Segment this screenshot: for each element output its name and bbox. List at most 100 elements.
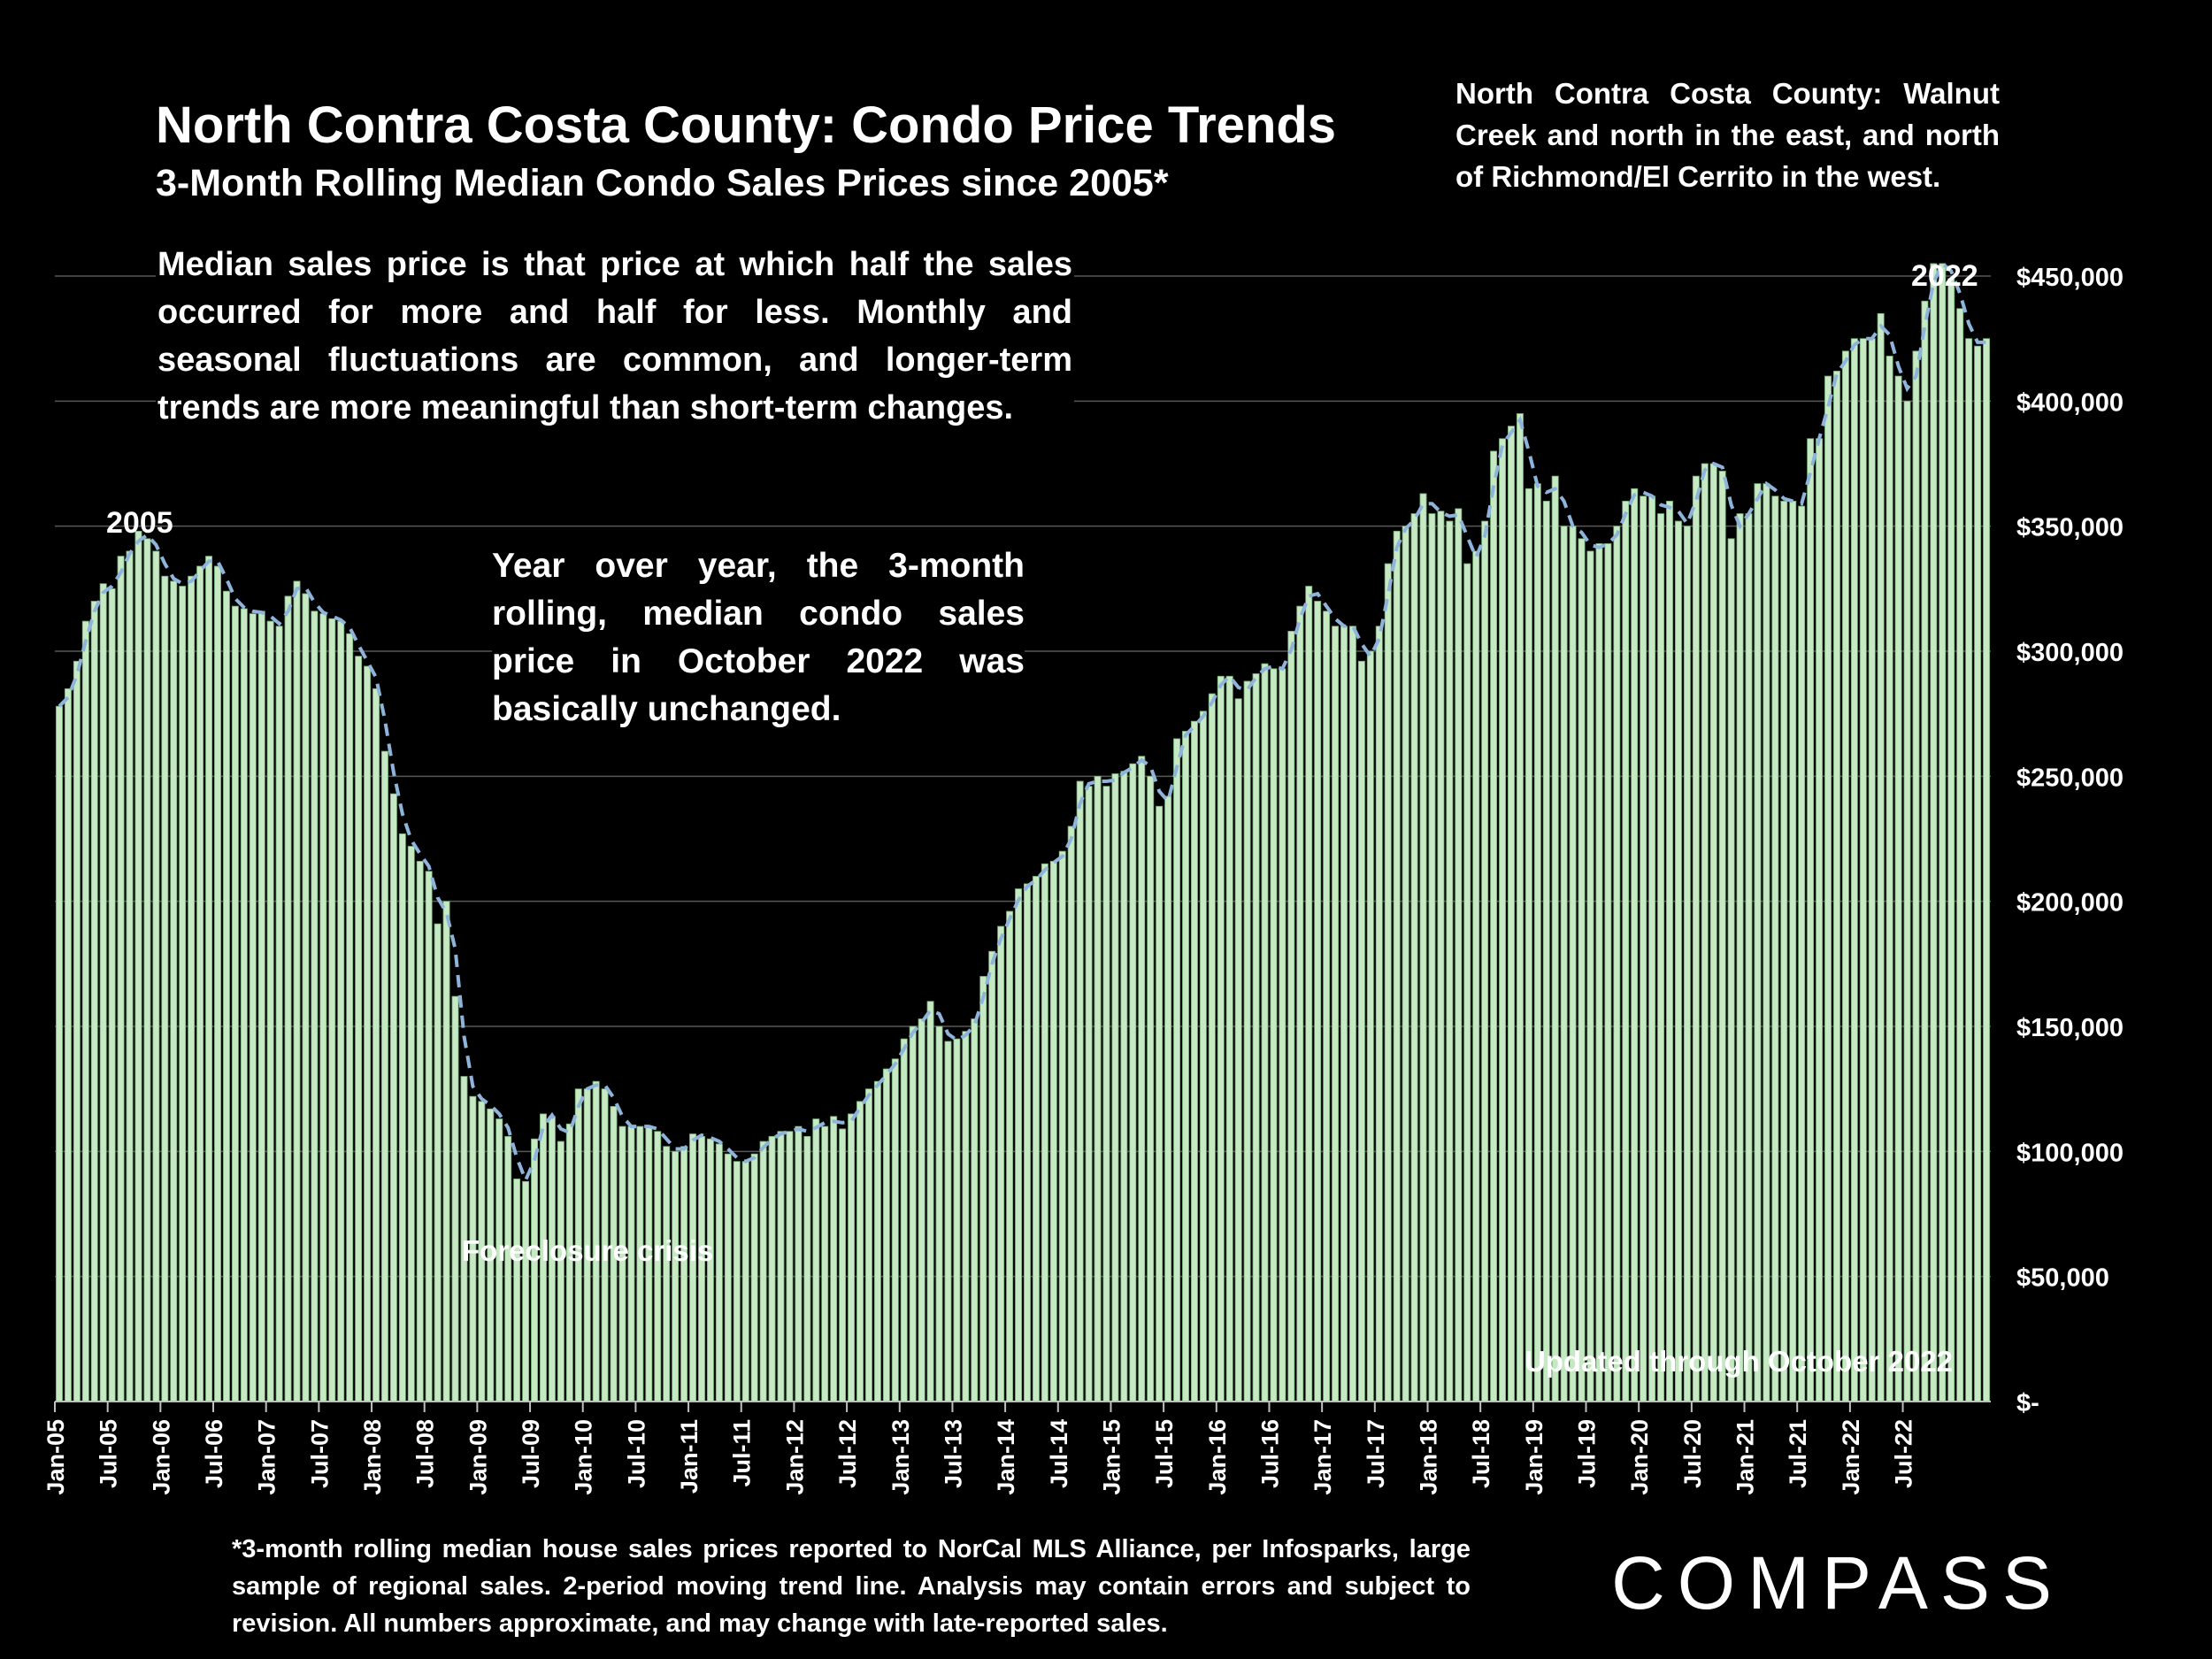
x-tick-label: Jan-14	[993, 1419, 1019, 1495]
bar	[99, 583, 107, 1402]
bar	[1279, 668, 1286, 1402]
bar	[389, 793, 397, 1402]
bar	[196, 565, 204, 1402]
bar	[1613, 526, 1621, 1402]
bar	[231, 605, 239, 1402]
bar	[1085, 786, 1093, 1402]
bar	[311, 611, 319, 1402]
bar	[513, 1179, 521, 1402]
bar	[355, 656, 363, 1402]
bar	[302, 593, 310, 1402]
bar	[909, 1025, 917, 1402]
bar	[425, 871, 433, 1402]
bar	[1648, 495, 1656, 1402]
x-tick-label: Jul-13	[940, 1419, 966, 1488]
bar	[1164, 795, 1172, 1402]
bar	[1261, 663, 1269, 1402]
bar	[1366, 650, 1374, 1402]
bar	[1692, 475, 1700, 1402]
bar	[1666, 501, 1673, 1402]
bar	[715, 1143, 723, 1402]
bar	[1983, 338, 1991, 1402]
bar	[1640, 495, 1647, 1402]
x-tick-label: Jul-06	[201, 1419, 227, 1488]
x-tick-label: Jul-09	[518, 1419, 544, 1488]
bar	[214, 565, 221, 1402]
bar	[442, 901, 450, 1402]
bar	[364, 665, 372, 1402]
bar	[1120, 771, 1128, 1402]
annotation-2005: 2005	[106, 506, 173, 540]
yoy-note: Year over year, the 3-month rolling, med…	[492, 542, 1025, 733]
bar	[504, 1135, 512, 1402]
x-tick-label: Jul-05	[96, 1419, 122, 1488]
bar	[337, 620, 345, 1402]
bar	[795, 1125, 803, 1402]
bar	[672, 1150, 680, 1402]
bar	[724, 1153, 732, 1402]
y-tick-label: $200,000	[2016, 889, 2124, 918]
bar	[1499, 438, 1507, 1402]
bar	[1270, 668, 1278, 1402]
x-tick-label: Jul-08	[412, 1419, 439, 1488]
bar	[398, 833, 406, 1402]
x-tick-label: Jan-17	[1310, 1419, 1336, 1495]
bar	[346, 633, 354, 1402]
bar	[1305, 586, 1313, 1402]
bar	[733, 1161, 741, 1402]
bar	[873, 1080, 881, 1402]
bar	[1006, 910, 1014, 1402]
bar	[416, 861, 424, 1402]
bar	[1745, 513, 1753, 1402]
bar	[1437, 511, 1445, 1402]
bar	[1709, 463, 1717, 1402]
bar	[1956, 308, 1964, 1402]
x-tick-label: Jan-06	[148, 1419, 174, 1495]
bar	[434, 923, 442, 1402]
bar	[1921, 300, 1929, 1402]
bar	[680, 1146, 688, 1402]
x-tick-label: Jan-15	[1098, 1419, 1125, 1495]
y-tick-label: $350,000	[2016, 514, 2124, 542]
x-tick-label: Jul-10	[623, 1419, 649, 1488]
bar	[962, 1031, 970, 1402]
x-tick-label: Jan-19	[1521, 1419, 1548, 1495]
bar	[830, 1116, 838, 1402]
y-tick-label: $300,000	[2016, 639, 2124, 667]
bar	[1657, 513, 1665, 1402]
bar	[812, 1118, 820, 1402]
bar	[848, 1113, 856, 1402]
bar	[1384, 563, 1392, 1402]
bar	[1234, 698, 1242, 1402]
x-tick-label: Jan-22	[1838, 1419, 1864, 1495]
y-tick-label: $100,000	[2016, 1139, 2124, 1167]
y-tick-label: $150,000	[2016, 1014, 2124, 1042]
x-tick-label: Jan-18	[1415, 1419, 1441, 1495]
bar	[1481, 520, 1489, 1402]
bar	[373, 688, 380, 1402]
y-tick-label: $-	[2016, 1389, 2039, 1417]
bar	[1718, 471, 1726, 1402]
bar	[1428, 513, 1436, 1402]
bar	[1850, 338, 1858, 1402]
bar	[1348, 626, 1356, 1402]
bar	[926, 1001, 934, 1402]
bar	[328, 618, 336, 1402]
bar	[1763, 483, 1770, 1402]
bar	[1516, 413, 1524, 1402]
bar	[293, 580, 301, 1402]
x-tick-label: Jan-11	[676, 1419, 703, 1494]
x-tick-label: Jul-18	[1468, 1419, 1494, 1488]
bar	[759, 1141, 767, 1402]
bar	[1138, 756, 1146, 1402]
y-tick-label: $450,000	[2016, 264, 2124, 292]
x-tick-label: Jan-12	[781, 1419, 808, 1495]
compass-logo-text: COMPASS	[1611, 1541, 2064, 1624]
bar	[1903, 400, 1911, 1402]
bar	[839, 1128, 847, 1402]
bar	[240, 608, 248, 1402]
bar	[1754, 483, 1762, 1402]
bar	[117, 556, 125, 1402]
bar	[205, 556, 213, 1402]
bar	[944, 1041, 952, 1402]
